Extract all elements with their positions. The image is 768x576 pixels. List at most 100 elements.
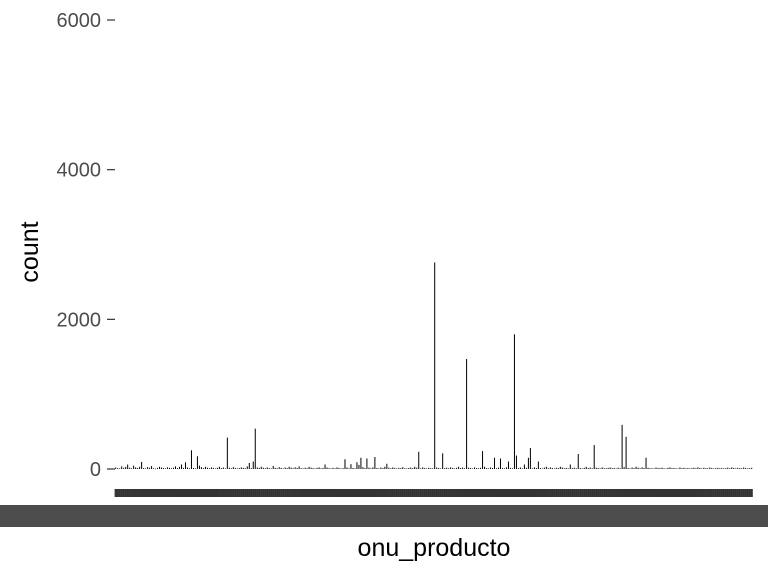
bar [386, 463, 388, 469]
bar [356, 462, 358, 469]
bar [119, 468, 121, 469]
bar [695, 468, 697, 469]
bar [306, 468, 308, 469]
bar [410, 467, 412, 469]
bar [276, 468, 278, 469]
bar [141, 461, 143, 469]
bar [685, 468, 687, 469]
bar [659, 468, 661, 469]
bar [643, 467, 645, 469]
bar [322, 467, 324, 469]
bar [460, 468, 462, 469]
bar [571, 468, 573, 469]
bar [374, 457, 376, 469]
bar [238, 468, 240, 469]
bar [725, 468, 727, 469]
bar [585, 466, 587, 469]
bar [561, 467, 563, 469]
bar [464, 468, 466, 469]
bar [378, 468, 380, 469]
bar [254, 428, 256, 469]
bar [328, 468, 330, 469]
bar [394, 467, 396, 469]
bar [177, 468, 179, 469]
bar [631, 467, 633, 469]
bar [511, 468, 513, 469]
bar [613, 467, 615, 469]
bar [683, 467, 685, 469]
bar [611, 468, 613, 469]
y-tick-label: 2000 [57, 309, 102, 331]
bar [567, 468, 569, 469]
bar [123, 467, 125, 469]
bar [535, 467, 537, 469]
bar [525, 467, 527, 469]
bar [270, 468, 272, 469]
bar [230, 468, 232, 469]
bar [715, 468, 717, 469]
bar [137, 467, 139, 469]
bar [655, 467, 657, 469]
bar [222, 467, 224, 469]
bar [633, 468, 635, 469]
bar [256, 467, 258, 469]
bar [336, 467, 338, 469]
bar [426, 468, 428, 469]
bar [527, 457, 529, 469]
bar [499, 458, 501, 469]
bar [434, 262, 436, 469]
bar [751, 467, 753, 469]
bar [364, 468, 366, 469]
bar [454, 468, 456, 469]
bar [543, 467, 545, 469]
bar [484, 466, 486, 469]
bar [232, 467, 234, 469]
bar [677, 468, 679, 469]
bar [404, 468, 406, 469]
bar [717, 467, 719, 469]
bar [282, 468, 284, 469]
bar [581, 468, 583, 469]
bar [145, 468, 147, 469]
bar [366, 458, 368, 469]
bar [615, 468, 617, 469]
bar [310, 467, 312, 469]
bar [577, 454, 579, 469]
bar [169, 467, 171, 469]
bar [749, 468, 751, 469]
bar [143, 468, 145, 469]
bar [551, 467, 553, 469]
bar [400, 468, 402, 469]
bar [739, 468, 741, 469]
bar [607, 467, 609, 469]
bar [384, 466, 386, 469]
bar [346, 467, 348, 469]
bar [206, 467, 208, 469]
bar [703, 467, 705, 469]
bar [595, 467, 597, 469]
bar [312, 468, 314, 469]
bar [224, 468, 226, 469]
bar [555, 467, 557, 469]
bar [153, 468, 155, 469]
bar [352, 467, 354, 469]
bar [290, 467, 292, 469]
bar [214, 468, 216, 469]
bar [436, 467, 438, 469]
bar [663, 468, 665, 469]
bar [729, 468, 731, 469]
bar [334, 468, 336, 469]
bar [569, 464, 571, 469]
bar [458, 466, 460, 469]
bar [248, 463, 250, 469]
bar [212, 467, 214, 469]
bar [446, 467, 448, 469]
bar [198, 465, 200, 469]
bar [641, 467, 643, 469]
bar [286, 468, 288, 469]
bar [482, 451, 484, 469]
bar [115, 467, 117, 469]
bar [135, 467, 137, 469]
bar [452, 467, 454, 469]
bar [444, 468, 446, 469]
